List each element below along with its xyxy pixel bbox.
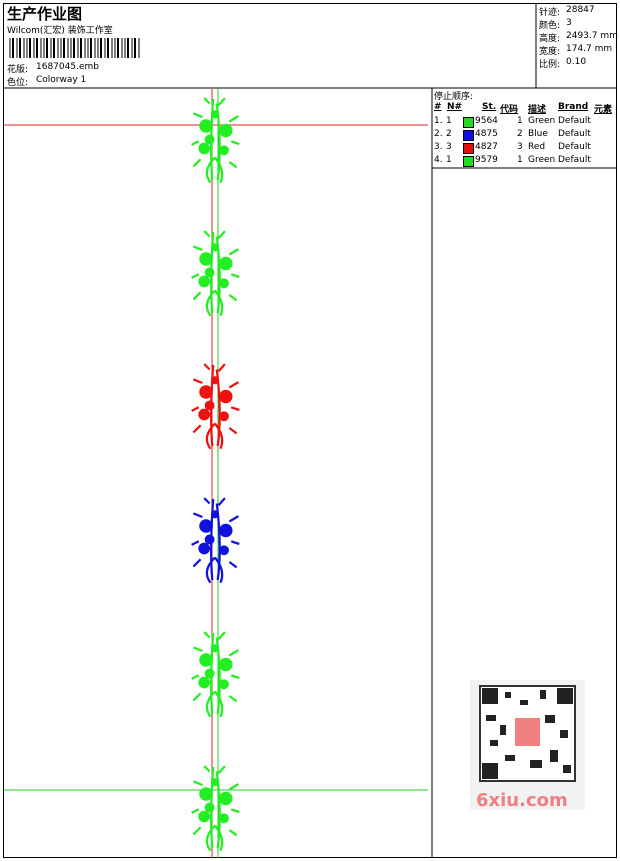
stat-value: 174.7 mm bbox=[566, 44, 613, 54]
column-header: Brand bbox=[558, 102, 589, 112]
row-brand: Default bbox=[558, 129, 591, 139]
stat-label: 宽度: bbox=[539, 47, 561, 57]
column-header: 描述 bbox=[528, 105, 547, 115]
row-needle: 3 bbox=[446, 142, 452, 152]
row-needle: 2 bbox=[446, 129, 452, 139]
stat-value: 3 bbox=[566, 18, 572, 28]
pattern: 1687045.emb bbox=[36, 62, 99, 72]
stat-label: 比例: bbox=[539, 60, 561, 70]
stat-value: 28847 bbox=[566, 5, 595, 15]
color-swatch bbox=[463, 130, 474, 141]
row-stitches: 4875 bbox=[475, 129, 498, 139]
row-description: Red bbox=[528, 142, 546, 152]
stat-label: 高度: bbox=[539, 34, 561, 44]
row-index: 1. bbox=[434, 116, 443, 126]
company: Wilcom(汇宏) 装饰工作室 bbox=[7, 26, 113, 36]
row-brand: Default bbox=[558, 142, 591, 152]
column-header: St. bbox=[482, 102, 497, 112]
color-swatch bbox=[463, 117, 474, 128]
row-stitches: 4827 bbox=[475, 142, 498, 152]
row-description: Green bbox=[528, 116, 556, 126]
row-code: 3 bbox=[517, 142, 523, 152]
pattern-label: 花版: bbox=[7, 65, 29, 75]
column-header: N# bbox=[447, 102, 463, 112]
stat-label: 颜色: bbox=[539, 21, 561, 31]
row-stitches: 9579 bbox=[475, 155, 498, 165]
column-header: 代码 bbox=[500, 105, 519, 115]
row-index: 2. bbox=[434, 129, 443, 139]
row-needle: 1 bbox=[446, 155, 452, 165]
worksheet bbox=[3, 3, 617, 858]
stat-label: 针迹: bbox=[539, 8, 561, 18]
colorway-label: 色位: bbox=[7, 78, 29, 88]
column-header: 元素 bbox=[594, 105, 613, 115]
table-title: 停止顺序: bbox=[434, 92, 474, 102]
row-description: Blue bbox=[528, 129, 548, 139]
color-swatch bbox=[463, 156, 474, 167]
stat-value: 0.10 bbox=[566, 57, 587, 67]
row-stitches: 9564 bbox=[475, 116, 498, 126]
row-code: 2 bbox=[517, 129, 523, 139]
watermark: 6xiu.com bbox=[476, 790, 568, 811]
row-code: 1 bbox=[517, 155, 523, 165]
row-index: 4. bbox=[434, 155, 443, 165]
title: 生产作业图 bbox=[7, 5, 83, 23]
row-brand: Default bbox=[558, 116, 591, 126]
color-swatch bbox=[463, 143, 474, 154]
colorway: Colorway 1 bbox=[36, 75, 87, 85]
row-index: 3. bbox=[434, 142, 443, 152]
row-code: 1 bbox=[517, 116, 523, 126]
stat-value: 2493.7 mm bbox=[566, 31, 618, 41]
row-needle: 1 bbox=[446, 116, 452, 126]
row-description: Green bbox=[528, 155, 556, 165]
row-brand: Default bbox=[558, 155, 591, 165]
column-header: # bbox=[434, 102, 442, 112]
